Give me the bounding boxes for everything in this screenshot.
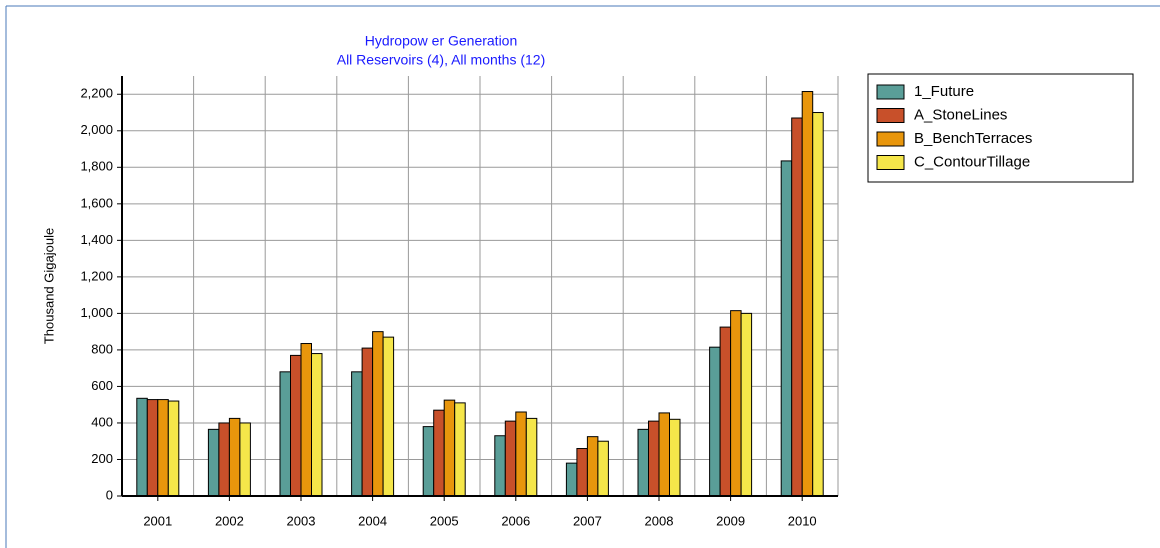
bar: [433, 409, 445, 497]
x-tick-label: 2009: [716, 513, 745, 528]
legend-swatch: [876, 155, 905, 170]
bar: [791, 117, 803, 497]
bar: [576, 448, 588, 497]
bar: [311, 353, 323, 497]
bar: [719, 326, 732, 497]
chart-title: Hydropow er Generation: [365, 33, 518, 49]
bar: [228, 417, 241, 497]
y-tick-label: 1,400: [80, 232, 113, 247]
bar: [494, 435, 506, 497]
legend-label: 1_Future: [914, 83, 974, 100]
bar: [422, 426, 435, 497]
x-tick-label: 2010: [788, 513, 817, 528]
bar: [504, 420, 517, 497]
x-tick-label: 2008: [645, 513, 674, 528]
bar: [709, 346, 721, 497]
bar: [382, 336, 395, 497]
bar: [801, 91, 814, 497]
y-tick-label: 2,200: [80, 86, 113, 101]
legend-box: [867, 73, 1134, 183]
bar: [136, 397, 148, 497]
bar: [290, 354, 302, 497]
x-tick-label: 2006: [501, 513, 530, 528]
x-tick-label: 2002: [215, 513, 244, 528]
y-tick-label: 1,800: [80, 159, 113, 174]
bar: [597, 440, 609, 497]
bar: [157, 399, 169, 497]
y-tick-label: 2,000: [80, 122, 113, 137]
y-tick-label: 600: [91, 378, 113, 393]
y-tick-label: 0: [106, 487, 113, 502]
legend-swatch: [876, 108, 905, 123]
bar: [207, 428, 220, 497]
bar: [637, 428, 649, 497]
bar: [658, 412, 670, 497]
x-tick-label: 2005: [430, 513, 459, 528]
y-tick-label: 200: [91, 451, 113, 466]
bar: [351, 371, 363, 497]
x-tick-label: 2004: [358, 513, 387, 528]
bar: [812, 112, 824, 497]
bar: [648, 420, 660, 497]
legend-label: B_BenchTerraces: [914, 130, 1032, 147]
legend-label: A_StoneLines: [914, 106, 1007, 123]
legend-swatch: [876, 84, 905, 100]
bar: [669, 418, 681, 497]
legend-swatch: [876, 131, 905, 147]
bar: [372, 331, 384, 497]
bar: [218, 422, 230, 497]
bar: [515, 411, 527, 497]
legend-label: C_ContourTillage: [914, 153, 1030, 170]
y-tick-label: 1,600: [80, 195, 113, 210]
bar: [730, 310, 742, 497]
bar: [361, 347, 374, 497]
bar: [525, 417, 538, 497]
bar: [300, 343, 312, 497]
bar: [443, 399, 456, 497]
chart-subtitle: All Reservoirs (4), All months (12): [337, 52, 546, 68]
y-tick-label: 800: [91, 341, 113, 356]
bar: [565, 462, 578, 497]
y-tick-label: 1,200: [80, 268, 113, 283]
x-tick-label: 2003: [287, 513, 316, 528]
y-tick-label: 400: [91, 414, 113, 429]
bar: [454, 402, 466, 497]
bar: [586, 436, 599, 497]
bar: [780, 160, 793, 497]
y-axis-label: Thousand Gigajoule: [41, 228, 56, 344]
bar: [167, 400, 180, 497]
bar: [279, 371, 291, 497]
y-tick-label: 1,000: [80, 305, 113, 320]
bar: [146, 399, 159, 497]
x-tick-label: 2001: [143, 513, 172, 528]
bar: [740, 312, 753, 497]
x-tick-label: 2007: [573, 513, 602, 528]
bar: [239, 422, 251, 497]
